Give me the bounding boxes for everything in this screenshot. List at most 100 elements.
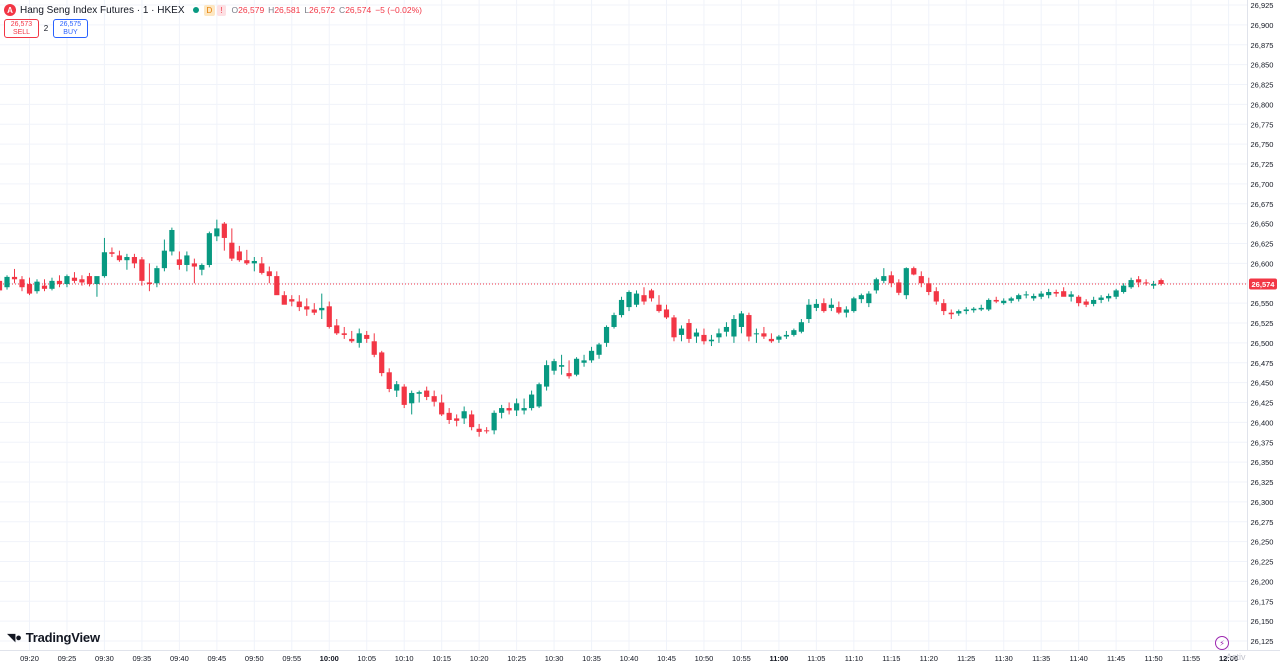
candle[interactable]: [176, 251, 182, 270]
candle[interactable]: [499, 404, 505, 419]
candle[interactable]: [326, 301, 332, 329]
candle[interactable]: [693, 328, 700, 343]
candle[interactable]: [379, 350, 385, 377]
candle[interactable]: [1038, 291, 1044, 300]
candle[interactable]: [244, 249, 250, 265]
candle[interactable]: [274, 271, 280, 296]
candle[interactable]: [1158, 278, 1164, 286]
candle[interactable]: [439, 394, 445, 417]
candle[interactable]: [424, 386, 430, 401]
candle[interactable]: [888, 271, 894, 288]
candle[interactable]: [1016, 293, 1022, 302]
candle[interactable]: [791, 328, 797, 337]
candle[interactable]: [701, 328, 707, 345]
candle[interactable]: [206, 231, 212, 268]
candle[interactable]: [1076, 295, 1082, 307]
candle[interactable]: [783, 330, 789, 339]
candle[interactable]: [821, 298, 827, 313]
candle[interactable]: [858, 293, 864, 304]
candle[interactable]: [229, 228, 235, 261]
candle[interactable]: [386, 368, 392, 393]
candle[interactable]: [214, 219, 220, 242]
candle[interactable]: [1106, 293, 1112, 302]
candle[interactable]: [686, 319, 692, 343]
candle[interactable]: [941, 299, 947, 316]
candle[interactable]: [289, 295, 295, 307]
candle[interactable]: [431, 390, 437, 407]
candle[interactable]: [26, 277, 33, 296]
candle[interactable]: [671, 315, 677, 342]
candle[interactable]: [918, 271, 924, 288]
lightning-icon[interactable]: ⚡: [1215, 636, 1229, 650]
candle[interactable]: [341, 326, 347, 339]
candle[interactable]: [319, 293, 325, 320]
candle[interactable]: [139, 257, 145, 286]
candle[interactable]: [903, 267, 909, 300]
candle[interactable]: [1053, 289, 1059, 297]
candle[interactable]: [611, 312, 617, 329]
candle[interactable]: [371, 333, 377, 358]
candle[interactable]: [334, 319, 340, 335]
candle[interactable]: [79, 275, 85, 286]
candle[interactable]: [184, 251, 190, 272]
candle[interactable]: [1136, 276, 1142, 288]
candle[interactable]: [1083, 299, 1089, 308]
candle[interactable]: [768, 333, 775, 343]
candle[interactable]: [41, 279, 48, 292]
candle[interactable]: [1031, 293, 1037, 301]
candle[interactable]: [558, 354, 565, 375]
candle[interactable]: [1091, 296, 1097, 307]
candle[interactable]: [866, 291, 872, 308]
candle[interactable]: [723, 322, 730, 337]
candle[interactable]: [484, 427, 490, 434]
candle[interactable]: [1151, 280, 1157, 289]
candle[interactable]: [49, 277, 55, 291]
candle[interactable]: [956, 309, 962, 316]
candle[interactable]: [986, 298, 992, 312]
candle[interactable]: [476, 423, 482, 437]
candle[interactable]: [491, 410, 497, 435]
candle[interactable]: [281, 291, 287, 305]
candle[interactable]: [641, 287, 647, 305]
candle[interactable]: [798, 319, 804, 334]
candle[interactable]: [926, 277, 932, 296]
candle[interactable]: [528, 390, 535, 411]
candle[interactable]: [1001, 298, 1007, 305]
candle[interactable]: [536, 382, 542, 409]
symbol-title[interactable]: Hang Seng Index Futures · 1 · HKEX: [20, 4, 185, 16]
candle[interactable]: [409, 390, 415, 415]
candle[interactable]: [573, 357, 580, 377]
candle[interactable]: [843, 306, 849, 318]
candle[interactable]: [761, 326, 767, 339]
candle[interactable]: [64, 274, 70, 288]
candle[interactable]: [514, 398, 520, 417]
candle[interactable]: [851, 296, 857, 313]
candle[interactable]: [1023, 291, 1029, 299]
symbol-logo-icon[interactable]: A: [4, 4, 16, 16]
candle[interactable]: [776, 334, 782, 343]
candle[interactable]: [753, 328, 760, 343]
candle[interactable]: [716, 328, 722, 343]
candle[interactable]: [881, 268, 887, 284]
candle[interactable]: [971, 307, 977, 313]
sell-button[interactable]: 26,573 SELL: [4, 19, 39, 38]
candle[interactable]: [656, 295, 662, 313]
candle[interactable]: [731, 315, 737, 343]
candle[interactable]: [401, 384, 407, 409]
candle[interactable]: [236, 245, 242, 262]
candle[interactable]: [708, 334, 715, 347]
candle[interactable]: [581, 354, 587, 367]
candle[interactable]: [506, 402, 512, 415]
candle[interactable]: [251, 257, 257, 272]
candle[interactable]: [626, 290, 632, 312]
candle[interactable]: [304, 298, 310, 316]
candle[interactable]: [364, 330, 370, 343]
candle[interactable]: [1098, 295, 1104, 304]
candle[interactable]: [56, 275, 63, 288]
candle[interactable]: [296, 295, 302, 312]
candle[interactable]: [94, 276, 100, 297]
candle[interactable]: [454, 414, 460, 427]
candle[interactable]: [154, 265, 160, 288]
candle[interactable]: [828, 298, 834, 312]
candle[interactable]: [896, 279, 902, 296]
